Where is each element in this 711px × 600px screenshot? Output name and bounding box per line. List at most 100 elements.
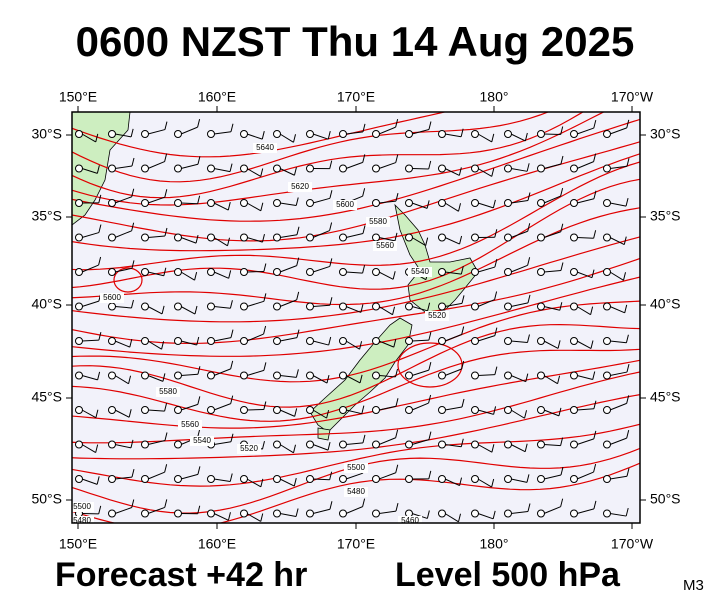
contour-label-box (190, 436, 214, 446)
barb-station (603, 199, 611, 207)
contour-line (72, 112, 584, 199)
barb-flag (560, 223, 564, 232)
barb-flag (626, 119, 630, 129)
barb-station (438, 337, 446, 345)
barb-station (504, 509, 512, 518)
barb-station (570, 406, 578, 414)
barb-flag (395, 368, 398, 378)
barb-flag (493, 406, 497, 415)
barb-station (75, 440, 83, 449)
barb-flag (194, 305, 198, 315)
barb-staff (378, 437, 396, 445)
barb-staff (378, 162, 396, 169)
barb-flag (458, 513, 461, 522)
barb-staff (411, 237, 426, 247)
barb-station (438, 268, 446, 276)
barb-staff (81, 264, 99, 273)
barb-station (306, 164, 314, 173)
barb-station (141, 164, 149, 173)
barb-flag (329, 471, 333, 480)
barb-staff (345, 375, 361, 384)
barb-station (438, 371, 446, 380)
barb-station (372, 509, 380, 518)
barb-flag (131, 157, 135, 167)
barb-station (240, 130, 248, 138)
barb-flag (525, 373, 529, 382)
barb-station (438, 509, 446, 518)
barb-flag (592, 371, 596, 380)
barb-staff (609, 475, 628, 480)
barb-station (108, 509, 116, 518)
barb-staff (114, 375, 129, 385)
barb-staff (279, 234, 298, 238)
barb-station (207, 406, 215, 414)
barb-staff (312, 304, 330, 307)
barb-staff (576, 438, 594, 445)
barb-flag (527, 503, 531, 512)
barb-station (405, 475, 413, 483)
barb-flag (294, 408, 298, 417)
barb-station (405, 130, 413, 138)
barb-station (273, 475, 281, 483)
contour-label-box (72, 516, 94, 523)
barb-flag (227, 237, 231, 246)
lon-label-bottom: 170°W (611, 536, 654, 552)
barb-station (504, 406, 512, 414)
barb-staff (180, 202, 198, 205)
barb-station (108, 302, 116, 311)
barb-flag (461, 295, 465, 304)
barb-station (339, 509, 347, 518)
barb-flag (491, 444, 495, 453)
barb-station (537, 199, 545, 207)
barb-staff (114, 409, 130, 418)
barb-station (405, 302, 413, 311)
barb-staff (543, 340, 559, 349)
contour-label: 5500 (347, 463, 365, 472)
barb-station (372, 164, 380, 173)
barb-station (108, 268, 116, 276)
lon-label-top: 170°E (337, 89, 375, 105)
barb-flag (164, 464, 168, 473)
barb-flag (229, 300, 233, 309)
lon-label-top: 160°E (198, 89, 236, 105)
barb-flag (393, 338, 397, 348)
barb-station (75, 130, 83, 138)
barb-station (240, 199, 248, 207)
barb-flag (558, 407, 562, 416)
barb-station (372, 268, 380, 276)
barb-staff (510, 478, 528, 483)
barb-flag (527, 192, 531, 201)
barb-staff (345, 506, 363, 514)
barb-flag (428, 361, 432, 371)
contour-label-box (237, 444, 261, 454)
barb-staff (279, 168, 295, 176)
barb-staff (246, 300, 265, 307)
barb-station (339, 302, 347, 311)
barb-flag (623, 272, 627, 281)
barb-station (504, 233, 512, 242)
barb-flag (395, 154, 399, 163)
barb-station (240, 406, 248, 414)
barb-station (75, 406, 83, 414)
barb-staff (444, 513, 459, 523)
barb-station (339, 130, 347, 138)
barb-flag (524, 132, 528, 142)
barb-station (174, 199, 182, 207)
barb-flag (427, 302, 431, 311)
barb-flag (526, 163, 530, 172)
barb-flag (494, 327, 498, 336)
barb-flag (163, 267, 167, 276)
barb-flag (131, 260, 135, 269)
barb-station (207, 475, 215, 483)
barb-station (207, 233, 215, 242)
lat-label-left: 30°S (31, 126, 62, 142)
wind-barbs (75, 119, 630, 523)
barb-staff (378, 340, 394, 348)
barb-station (603, 475, 611, 483)
barb-station (372, 440, 380, 449)
barb-staff (279, 337, 298, 342)
barb-station (273, 509, 281, 518)
barb-staff (81, 339, 99, 342)
contour-label: 5480 (73, 516, 91, 525)
contour-line (72, 257, 640, 345)
